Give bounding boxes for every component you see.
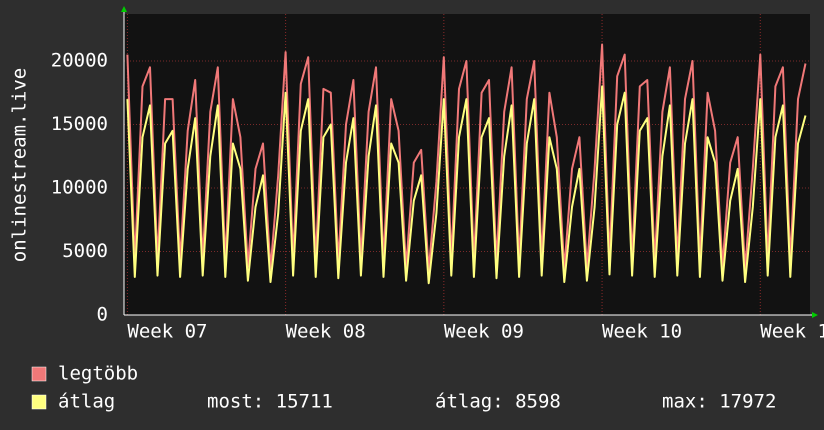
axis-arrow [121,6,127,12]
y-tick-label: 20000 [51,49,108,71]
x-tick-label: Week 08 [286,321,366,343]
y-tick-label: 0 [97,304,108,326]
y-tick-label: 15000 [51,113,108,135]
x-tick-label: Week 11 [760,321,824,343]
x-tick-label: Week 09 [444,321,524,343]
legend-swatch [31,366,47,382]
stat: most: 15711 [207,391,333,413]
axis-arrow [812,312,818,318]
stat: max: 17972 [662,391,776,413]
legend-label: legtöbb [58,363,138,385]
stat: átlag: 8598 [435,391,561,413]
legend-label: átlag [58,391,115,413]
plot-area [124,14,810,315]
x-tick-label: Week 07 [127,321,207,343]
y-tick-label: 10000 [51,176,108,198]
series-line [126,43,807,272]
y-axis-label: onlinestream.live [9,68,31,262]
legend-swatch [31,394,47,410]
x-tick-label: Week 10 [602,321,682,343]
y-tick-label: 5000 [62,240,108,262]
series-line [126,85,807,285]
